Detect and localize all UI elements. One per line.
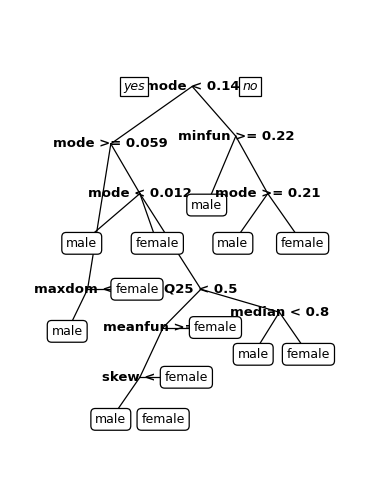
Text: maxdom < 6.6: maxdom < 6.6	[34, 283, 141, 296]
Text: mode >= 0.21: mode >= 0.21	[215, 187, 321, 200]
Text: male: male	[217, 237, 248, 250]
Text: female: female	[281, 237, 324, 250]
Text: male: male	[66, 237, 98, 250]
Text: female: female	[194, 321, 237, 334]
Text: mode < 0.14: mode < 0.14	[145, 80, 240, 93]
Text: skew < 12: skew < 12	[102, 371, 178, 384]
Text: male: male	[52, 325, 83, 338]
Text: mode >= 0.059: mode >= 0.059	[53, 137, 168, 150]
Text: median < 0.8: median < 0.8	[230, 306, 329, 319]
Text: male: male	[191, 199, 222, 212]
Text: mode < 0.012: mode < 0.012	[88, 187, 192, 200]
Text: no: no	[243, 80, 258, 93]
Text: female: female	[141, 413, 185, 426]
Text: male: male	[95, 413, 126, 426]
Text: Q25 < 0.5: Q25 < 0.5	[164, 283, 238, 296]
Text: yes: yes	[123, 80, 145, 93]
Text: minfun >= 0.22: minfun >= 0.22	[177, 130, 294, 143]
Text: female: female	[165, 371, 208, 384]
Text: female: female	[287, 348, 330, 361]
Text: male: male	[238, 348, 269, 361]
Text: female: female	[115, 283, 159, 296]
Text: female: female	[136, 237, 179, 250]
Text: meanfun >= 1.6: meanfun >= 1.6	[103, 321, 224, 334]
